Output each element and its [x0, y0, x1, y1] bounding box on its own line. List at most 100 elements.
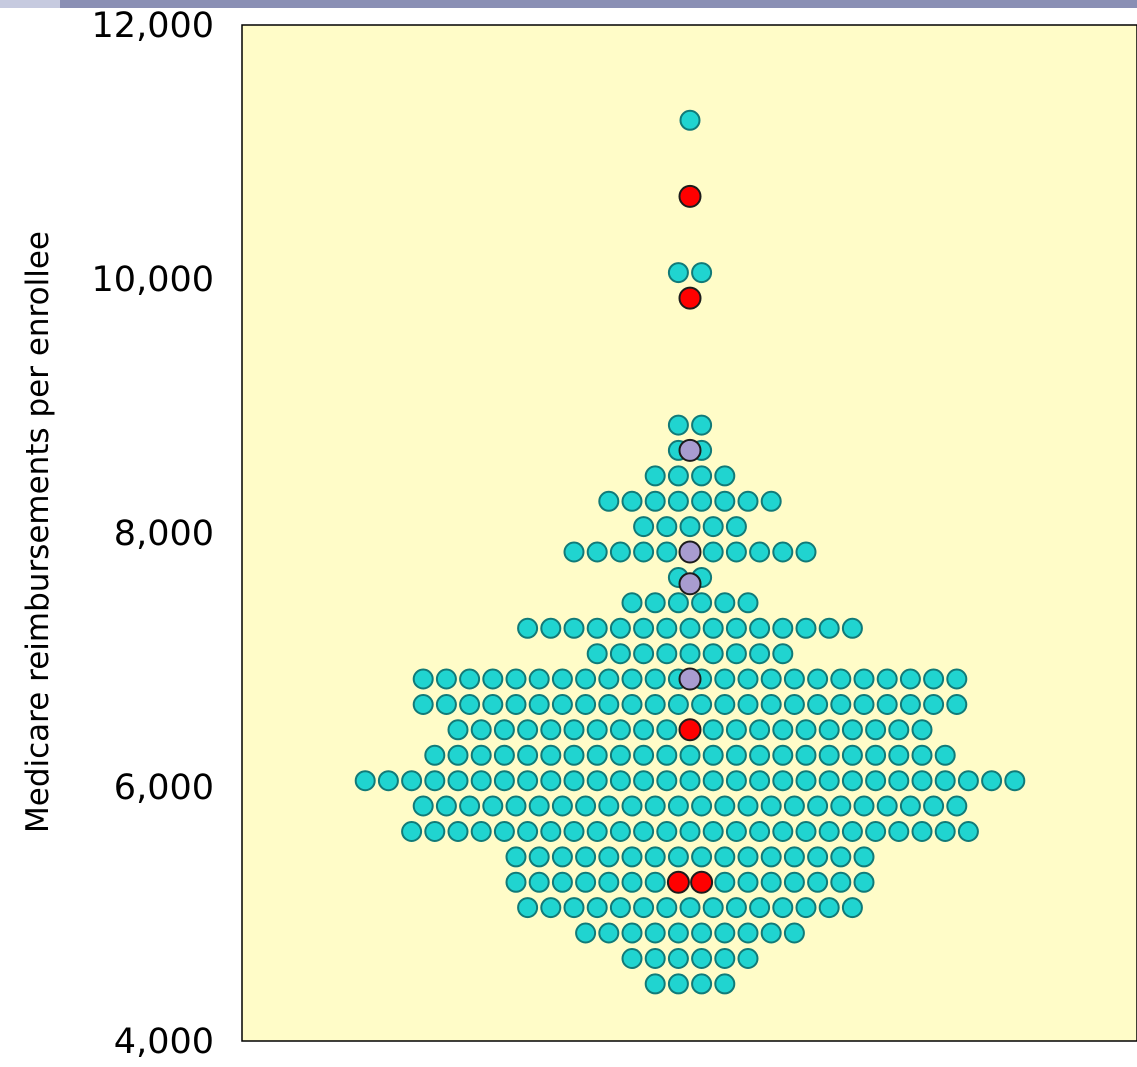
data-point [609, 821, 631, 842]
data-point [633, 643, 655, 665]
data-point [667, 414, 689, 436]
data-point [691, 592, 713, 614]
data-point [818, 821, 840, 842]
data-point [818, 617, 840, 639]
data-point [667, 973, 689, 995]
data-point [691, 948, 713, 969]
data-point [1004, 770, 1026, 792]
data-point [772, 744, 794, 766]
data-point [517, 617, 539, 639]
data-point [621, 592, 643, 614]
data-point [667, 922, 689, 944]
data-point [807, 846, 829, 868]
data-point [702, 744, 724, 766]
data-point [586, 770, 608, 792]
data-point [424, 770, 446, 792]
data-point [795, 617, 817, 639]
data-point [505, 694, 527, 715]
data-point [772, 821, 794, 842]
data-point [633, 821, 655, 842]
data-point [679, 744, 701, 766]
data-point [772, 770, 794, 792]
data-point [725, 541, 747, 563]
data-point [876, 694, 898, 715]
data-point [528, 795, 550, 817]
data-point [563, 541, 585, 563]
data-point [551, 795, 573, 817]
data-point [586, 897, 608, 919]
data-point [401, 770, 423, 792]
data-point [633, 617, 655, 639]
data-point [644, 465, 666, 487]
data-point [447, 719, 469, 741]
data-point [493, 821, 515, 842]
data-point [551, 846, 573, 868]
data-point [644, 795, 666, 817]
data-point [563, 770, 585, 792]
data-point [644, 668, 666, 690]
data-point [621, 922, 643, 944]
data-point [563, 719, 585, 741]
data-point [714, 490, 736, 512]
data-point [737, 694, 759, 715]
data-point [598, 694, 620, 715]
data-point [470, 770, 492, 792]
data-point [517, 719, 539, 741]
data-point [482, 795, 504, 817]
data-point [737, 871, 759, 893]
data-point [853, 795, 875, 817]
data-point [934, 744, 956, 766]
data-point [644, 490, 666, 512]
highlighted-points [666, 184, 714, 894]
data-point [818, 897, 840, 919]
data-point [540, 770, 562, 792]
data-point [586, 719, 608, 741]
data-point [783, 694, 805, 715]
data-point [609, 770, 631, 792]
data-point [876, 795, 898, 817]
data-point [841, 719, 863, 741]
data-point [470, 744, 492, 766]
data-point [621, 668, 643, 690]
data-point [609, 643, 631, 665]
data-point [749, 617, 771, 639]
data-point [899, 694, 921, 715]
data-point [493, 744, 515, 766]
data-point [853, 846, 875, 868]
data-point [401, 821, 423, 842]
data-point [482, 668, 504, 690]
data-point [772, 643, 794, 665]
data-point [853, 668, 875, 690]
data-point [435, 694, 457, 715]
data-point [772, 617, 794, 639]
data-point [853, 694, 875, 715]
data-point [424, 821, 446, 842]
data-point [598, 871, 620, 893]
data-point [888, 821, 910, 842]
highlighted-point [666, 870, 690, 894]
data-point [633, 897, 655, 919]
data-point [667, 948, 689, 969]
data-point [795, 719, 817, 741]
data-point [621, 694, 643, 715]
data-point [633, 541, 655, 563]
data-point [528, 846, 550, 868]
data-point [563, 897, 585, 919]
data-point [725, 617, 747, 639]
data-point [702, 719, 724, 741]
data-point [505, 846, 527, 868]
data-point [702, 770, 724, 792]
data-point [551, 694, 573, 715]
data-point [656, 719, 678, 741]
data-point [911, 719, 933, 741]
data-point [923, 694, 945, 715]
data-point [934, 770, 956, 792]
data-point [575, 871, 597, 893]
data-point [725, 744, 747, 766]
data-point [459, 694, 481, 715]
data-point [865, 821, 887, 842]
data-point [714, 592, 736, 614]
data-point [691, 694, 713, 715]
data-point [702, 541, 724, 563]
data-point [424, 744, 446, 766]
